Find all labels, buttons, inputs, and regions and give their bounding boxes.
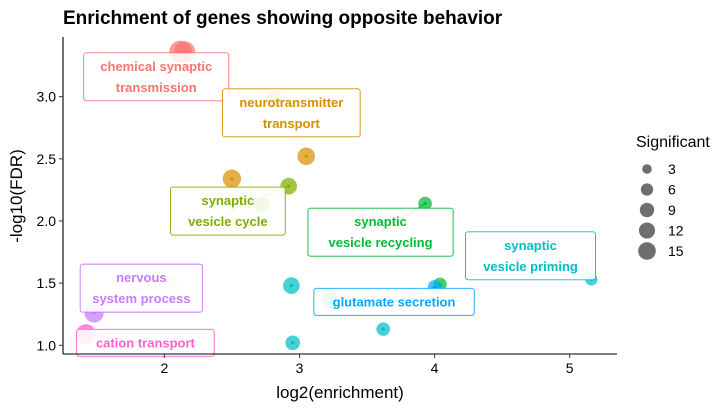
data-point-center: [291, 341, 295, 345]
data-point-center: [230, 177, 234, 181]
term-label-box: [76, 328, 215, 357]
legend-size-key: [642, 164, 652, 174]
y-axis: 1.0 1.5 2.0 2.5 3.0: [37, 37, 64, 354]
x-tick-label: 2: [160, 360, 168, 376]
legend-size-label: 3: [668, 161, 676, 177]
term-label-box: [79, 263, 204, 313]
term-label: chemical synaptic transmission: [83, 52, 230, 102]
term-label-text: synaptic: [504, 238, 557, 253]
term-label: cation transport: [76, 328, 215, 357]
legend-size-key: [640, 183, 654, 196]
term-label-text: vesicle recycling: [328, 235, 432, 250]
data-point-center: [432, 285, 437, 289]
legend-size-key: [638, 242, 656, 260]
term-label-text: cation transport: [96, 335, 196, 350]
term-label: nervous system process: [79, 263, 204, 313]
term-label-text: system process: [92, 291, 190, 306]
term-label-box: [169, 186, 286, 236]
data-point-center: [381, 327, 385, 331]
y-axis-title: -log10(FDR): [7, 149, 26, 243]
legend-size-label: 12: [668, 223, 684, 239]
legend-size-label: 9: [668, 202, 676, 218]
x-tick-label: 4: [431, 360, 439, 376]
term-label-text: transport: [263, 116, 321, 131]
term-label-box: [307, 207, 454, 257]
data-point-center: [304, 154, 308, 158]
term-label: synaptic vesicle priming: [465, 231, 596, 281]
term-label-text: synaptic: [201, 193, 254, 208]
chart-title: Enrichment of genes showing opposite beh…: [63, 8, 503, 29]
data-point-center: [423, 201, 427, 206]
term-label-text: vesicle priming: [483, 259, 578, 274]
legend-size-key: [638, 222, 656, 239]
y-tick-label: 3.0: [37, 89, 57, 105]
term-label: glutamate secretion: [313, 287, 475, 316]
term-label-text: vesicle cycle: [188, 214, 268, 229]
y-tick-label: 1.0: [37, 337, 57, 353]
data-point-center: [289, 284, 293, 288]
legend-size-label: 6: [668, 182, 676, 198]
x-tick-label: 5: [566, 360, 574, 376]
legend-size-key: [639, 202, 655, 218]
x-tick-label: 3: [296, 360, 304, 376]
term-label-text: nervous: [116, 270, 167, 285]
term-label-text: chemical synaptic: [100, 59, 212, 74]
term-label: synaptic vesicle recycling: [307, 207, 454, 257]
size-legend: Significant 3 6 9 12 15: [636, 134, 710, 260]
data-point-center: [287, 184, 291, 188]
term-label-text: neurotransmitter: [239, 95, 343, 110]
term-label-text: transmission: [116, 80, 197, 95]
legend-size-label: 15: [668, 243, 684, 259]
legend-title: Significant: [636, 134, 710, 151]
term-label-box: [313, 287, 475, 316]
x-axis: 2 3 4 5: [63, 353, 617, 376]
term-label-box: [83, 52, 230, 102]
x-axis-title: log2(enrichment): [276, 383, 404, 402]
term-label-box: [465, 231, 596, 281]
term-label: neurotransmitter transport: [222, 88, 361, 138]
term-label: synaptic vesicle cycle: [169, 186, 286, 236]
term-label-text: synaptic: [354, 214, 407, 229]
term-label-box: [222, 88, 361, 138]
y-tick-label: 2.5: [37, 151, 57, 167]
plot-area: chemical synaptic transmission neurotransm…: [76, 40, 598, 357]
term-label-text: glutamate secretion: [333, 294, 456, 309]
y-tick-label: 1.5: [37, 275, 57, 291]
y-tick-label: 2.0: [37, 213, 57, 229]
